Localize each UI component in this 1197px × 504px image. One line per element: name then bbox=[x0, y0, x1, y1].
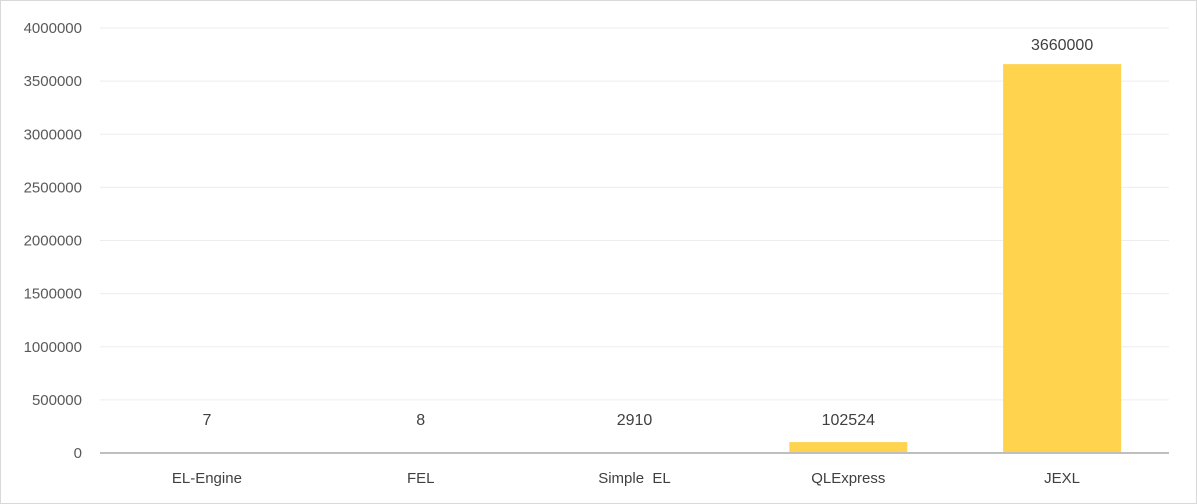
y-tick-label: 500000 bbox=[32, 392, 82, 409]
x-category-label: JEXL bbox=[1044, 470, 1080, 487]
data-labels: 7 8 2910 102524 3660000 bbox=[202, 37, 1093, 429]
x-category-label: FEL bbox=[407, 470, 435, 487]
data-label: 8 bbox=[416, 412, 425, 429]
y-tick-label: 3500000 bbox=[24, 73, 82, 90]
x-axis-categories: EL-Engine FEL Simple EL QLExpress JEXL bbox=[172, 470, 1080, 487]
data-label: 2910 bbox=[617, 412, 653, 429]
data-label: 7 bbox=[202, 412, 211, 429]
bars bbox=[147, 64, 1122, 453]
bar bbox=[789, 442, 908, 453]
y-tick-label: 2000000 bbox=[24, 233, 82, 250]
data-label: 102524 bbox=[822, 412, 875, 429]
bar bbox=[1003, 64, 1122, 453]
y-axis-ticks: 0 500000 1000000 1500000 2000000 2500000 30000… bbox=[24, 20, 82, 462]
y-tick-label: 0 bbox=[74, 445, 82, 462]
data-label: 3660000 bbox=[1031, 37, 1093, 54]
x-category-label: EL-Engine bbox=[172, 470, 242, 487]
y-tick-label: 3000000 bbox=[24, 126, 82, 143]
y-tick-label: 1000000 bbox=[24, 339, 82, 356]
y-tick-label: 1500000 bbox=[24, 286, 82, 303]
y-tick-label: 2500000 bbox=[24, 179, 82, 196]
x-category-label: Simple EL bbox=[598, 470, 671, 487]
y-tick-label: 4000000 bbox=[24, 20, 82, 37]
grid-lines bbox=[100, 27, 1169, 401]
x-category-label: QLExpress bbox=[811, 470, 885, 487]
